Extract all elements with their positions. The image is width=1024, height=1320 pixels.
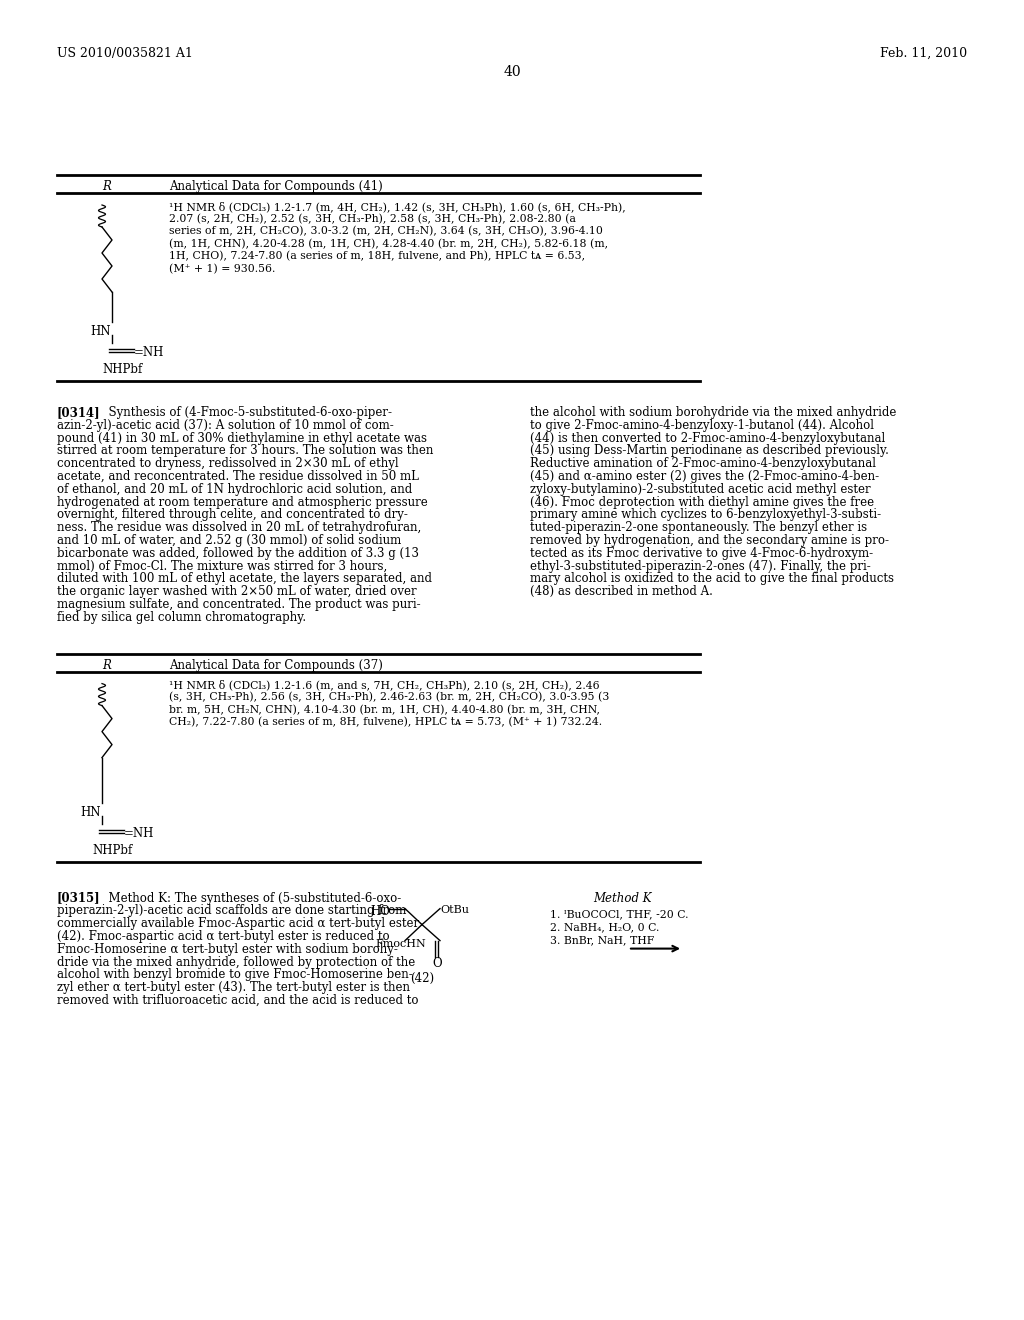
Text: Analytical Data for Compounds (37): Analytical Data for Compounds (37) [169, 659, 383, 672]
Text: hydrogenated at room temperature and atmospheric pressure: hydrogenated at room temperature and atm… [57, 495, 428, 508]
Text: Feb. 11, 2010: Feb. 11, 2010 [880, 48, 967, 59]
Text: pound (41) in 30 mL of 30% diethylamine in ethyl acetate was: pound (41) in 30 mL of 30% diethylamine … [57, 432, 427, 445]
Text: stirred at room temperature for 3 hours. The solution was then: stirred at room temperature for 3 hours.… [57, 445, 433, 458]
Text: series of m, 2H, CH₂CO), 3.0-3.2 (m, 2H, CH₂N), 3.64 (s, 3H, CH₃O), 3.96-4.10: series of m, 2H, CH₂CO), 3.0-3.2 (m, 2H,… [169, 226, 603, 236]
Text: ethyl-3-substituted-piperazin-2-ones (47). Finally, the pri-: ethyl-3-substituted-piperazin-2-ones (47… [530, 560, 870, 573]
Text: Fmoc-Homoserine α tert-butyl ester with sodium borohy-: Fmoc-Homoserine α tert-butyl ester with … [57, 942, 398, 956]
Text: br. m, 5H, CH₂N, CHN), 4.10-4.30 (br. m, 1H, CH), 4.40-4.80 (br. m, 3H, CHN,: br. m, 5H, CH₂N, CHN), 4.10-4.30 (br. m,… [169, 705, 600, 715]
Text: mary alcohol is oxidized to the acid to give the final products: mary alcohol is oxidized to the acid to … [530, 573, 894, 585]
Text: (45) using Dess-Martin periodinane as described previously.: (45) using Dess-Martin periodinane as de… [530, 445, 889, 458]
Text: [0315]: [0315] [57, 891, 100, 904]
Text: (m, 1H, CHN), 4.20-4.28 (m, 1H, CH), 4.28-4.40 (br. m, 2H, CH₂), 5.82-6.18 (m,: (m, 1H, CHN), 4.20-4.28 (m, 1H, CH), 4.2… [169, 239, 608, 249]
Text: (45) and α-amino ester (2) gives the (2-Fmoc-amino-4-ben-: (45) and α-amino ester (2) gives the (2-… [530, 470, 880, 483]
Text: (42): (42) [410, 972, 434, 985]
Text: =NH: =NH [124, 826, 155, 840]
Text: zyloxy-butylamino)-2-substituted acetic acid methyl ester: zyloxy-butylamino)-2-substituted acetic … [530, 483, 870, 496]
Text: Method K: Method K [593, 891, 651, 904]
Text: mmol) of Fmoc-Cl. The mixture was stirred for 3 hours,: mmol) of Fmoc-Cl. The mixture was stirre… [57, 560, 387, 573]
Text: removed with trifluoroacetic acid, and the acid is reduced to: removed with trifluoroacetic acid, and t… [57, 994, 419, 1007]
Text: diluted with 100 mL of ethyl acetate, the layers separated, and: diluted with 100 mL of ethyl acetate, th… [57, 573, 432, 585]
Text: and 10 mL of water, and 2.52 g (30 mmol) of solid sodium: and 10 mL of water, and 2.52 g (30 mmol)… [57, 535, 401, 546]
Text: 40: 40 [503, 65, 521, 79]
Text: NHPbf: NHPbf [92, 843, 132, 857]
Text: ness. The residue was dissolved in 20 mL of tetrahydrofuran,: ness. The residue was dissolved in 20 mL… [57, 521, 421, 535]
Text: overnight, filtered through celite, and concentrated to dry-: overnight, filtered through celite, and … [57, 508, 408, 521]
Text: Analytical Data for Compounds (41): Analytical Data for Compounds (41) [169, 180, 383, 193]
Text: (s, 3H, CH₃-Ph), 2.56 (s, 3H, CH₃-Ph), 2.46-2.63 (br. m, 2H, CH₂CO), 3.0-3.95 (3: (s, 3H, CH₃-Ph), 2.56 (s, 3H, CH₃-Ph), 2… [169, 692, 609, 702]
Text: R: R [102, 659, 111, 672]
Text: (M⁺ + 1) = 930.56.: (M⁺ + 1) = 930.56. [169, 264, 275, 273]
Text: [0314]: [0314] [57, 407, 100, 418]
Text: acetate, and reconcentrated. The residue dissolved in 50 mL: acetate, and reconcentrated. The residue… [57, 470, 419, 483]
Text: piperazin-2-yl)-acetic acid scaffolds are done starting from: piperazin-2-yl)-acetic acid scaffolds ar… [57, 904, 407, 917]
Text: HO: HO [370, 904, 390, 917]
Text: alcohol with benzyl bromide to give Fmoc-Homoserine ben-: alcohol with benzyl bromide to give Fmoc… [57, 969, 413, 981]
Text: Reductive amination of 2-Fmoc-amino-4-benzyloxybutanal: Reductive amination of 2-Fmoc-amino-4-be… [530, 457, 876, 470]
Text: (42). Fmoc-aspartic acid α tert-butyl ester is reduced to: (42). Fmoc-aspartic acid α tert-butyl es… [57, 931, 389, 942]
Text: ¹H NMR δ (CDCl₃) 1.2-1.6 (m, and s, 7H, CH₂, CH₃Ph), 2.10 (s, 2H, CH₂), 2.46: ¹H NMR δ (CDCl₃) 1.2-1.6 (m, and s, 7H, … [169, 680, 600, 690]
Text: 3. BnBr, NaH, THF: 3. BnBr, NaH, THF [550, 936, 654, 945]
Text: bicarbonate was added, followed by the addition of 3.3 g (13: bicarbonate was added, followed by the a… [57, 546, 419, 560]
Text: removed by hydrogenation, and the secondary amine is pro-: removed by hydrogenation, and the second… [530, 535, 889, 546]
Text: US 2010/0035821 A1: US 2010/0035821 A1 [57, 48, 193, 59]
Text: the alcohol with sodium borohydride via the mixed anhydride: the alcohol with sodium borohydride via … [530, 407, 896, 418]
Text: to give 2-Fmoc-amino-4-benzyloxy-1-butanol (44). Alcohol: to give 2-Fmoc-amino-4-benzyloxy-1-butan… [530, 418, 874, 432]
Text: fied by silica gel column chromatography.: fied by silica gel column chromatography… [57, 611, 306, 624]
Text: magnesium sulfate, and concentrated. The product was puri-: magnesium sulfate, and concentrated. The… [57, 598, 421, 611]
Text: primary amine which cyclizes to 6-benzyloxyethyl-3-substi-: primary amine which cyclizes to 6-benzyl… [530, 508, 881, 521]
Text: zyl ether α tert-butyl ester (43). The tert-butyl ester is then: zyl ether α tert-butyl ester (43). The t… [57, 981, 410, 994]
Text: 2. NaBH₄, H₂O, 0 C.: 2. NaBH₄, H₂O, 0 C. [550, 923, 659, 933]
Text: concentrated to dryness, redissolved in 2×30 mL of ethyl: concentrated to dryness, redissolved in … [57, 457, 398, 470]
Text: ¹H NMR δ (CDCl₃) 1.2-1.7 (m, 4H, CH₂), 1.42 (s, 3H, CH₃Ph), 1.60 (s, 6H, CH₃-Ph): ¹H NMR δ (CDCl₃) 1.2-1.7 (m, 4H, CH₂), 1… [169, 201, 626, 211]
Text: 1. ᴵBuOCOCl, THF, -20 C.: 1. ᴵBuOCOCl, THF, -20 C. [550, 909, 688, 920]
Text: of ethanol, and 20 mL of 1N hydrochloric acid solution, and: of ethanol, and 20 mL of 1N hydrochloric… [57, 483, 413, 496]
Text: azin-2-yl)-acetic acid (37): A solution of 10 mmol of com-: azin-2-yl)-acetic acid (37): A solution … [57, 418, 394, 432]
Text: Synthesis of (4-Fmoc-5-substituted-6-oxo-piper-: Synthesis of (4-Fmoc-5-substituted-6-oxo… [101, 407, 392, 418]
Text: CH₂), 7.22-7.80 (a series of m, 8H, fulvene), HPLC tᴀ = 5.73, (M⁺ + 1) 732.24.: CH₂), 7.22-7.80 (a series of m, 8H, fulv… [169, 717, 602, 727]
Text: Method K: The syntheses of (5-substituted-6-oxo-: Method K: The syntheses of (5-substitute… [101, 891, 401, 904]
Text: commercially available Fmoc-Aspartic acid α tert-butyl ester: commercially available Fmoc-Aspartic aci… [57, 917, 419, 931]
Text: R: R [102, 180, 111, 193]
Text: (44) is then converted to 2-Fmoc-amino-4-benzyloxybutanal: (44) is then converted to 2-Fmoc-amino-4… [530, 432, 886, 445]
Text: HN: HN [80, 805, 100, 818]
Text: OtBu: OtBu [440, 904, 469, 915]
Text: FmocHN: FmocHN [375, 939, 426, 949]
Text: O: O [432, 957, 441, 970]
Text: (46). Fmoc deprotection with diethyl amine gives the free: (46). Fmoc deprotection with diethyl ami… [530, 495, 874, 508]
Text: tuted-piperazin-2-one spontaneously. The benzyl ether is: tuted-piperazin-2-one spontaneously. The… [530, 521, 867, 535]
Text: HN: HN [90, 325, 111, 338]
Text: =NH: =NH [134, 346, 165, 359]
Text: the organic layer washed with 2×50 mL of water, dried over: the organic layer washed with 2×50 mL of… [57, 585, 417, 598]
Text: (48) as described in method A.: (48) as described in method A. [530, 585, 713, 598]
Text: NHPbf: NHPbf [102, 363, 142, 376]
Text: 1H, CHO), 7.24-7.80 (a series of m, 18H, fulvene, and Ph), HPLC tᴀ = 6.53,: 1H, CHO), 7.24-7.80 (a series of m, 18H,… [169, 251, 585, 261]
Text: dride via the mixed anhydride, followed by protection of the: dride via the mixed anhydride, followed … [57, 956, 416, 969]
Text: 2.07 (s, 2H, CH₂), 2.52 (s, 3H, CH₃-Ph), 2.58 (s, 3H, CH₃-Ph), 2.08-2.80 (a: 2.07 (s, 2H, CH₂), 2.52 (s, 3H, CH₃-Ph),… [169, 214, 575, 224]
Text: tected as its Fmoc derivative to give 4-Fmoc-6-hydroxym-: tected as its Fmoc derivative to give 4-… [530, 546, 873, 560]
